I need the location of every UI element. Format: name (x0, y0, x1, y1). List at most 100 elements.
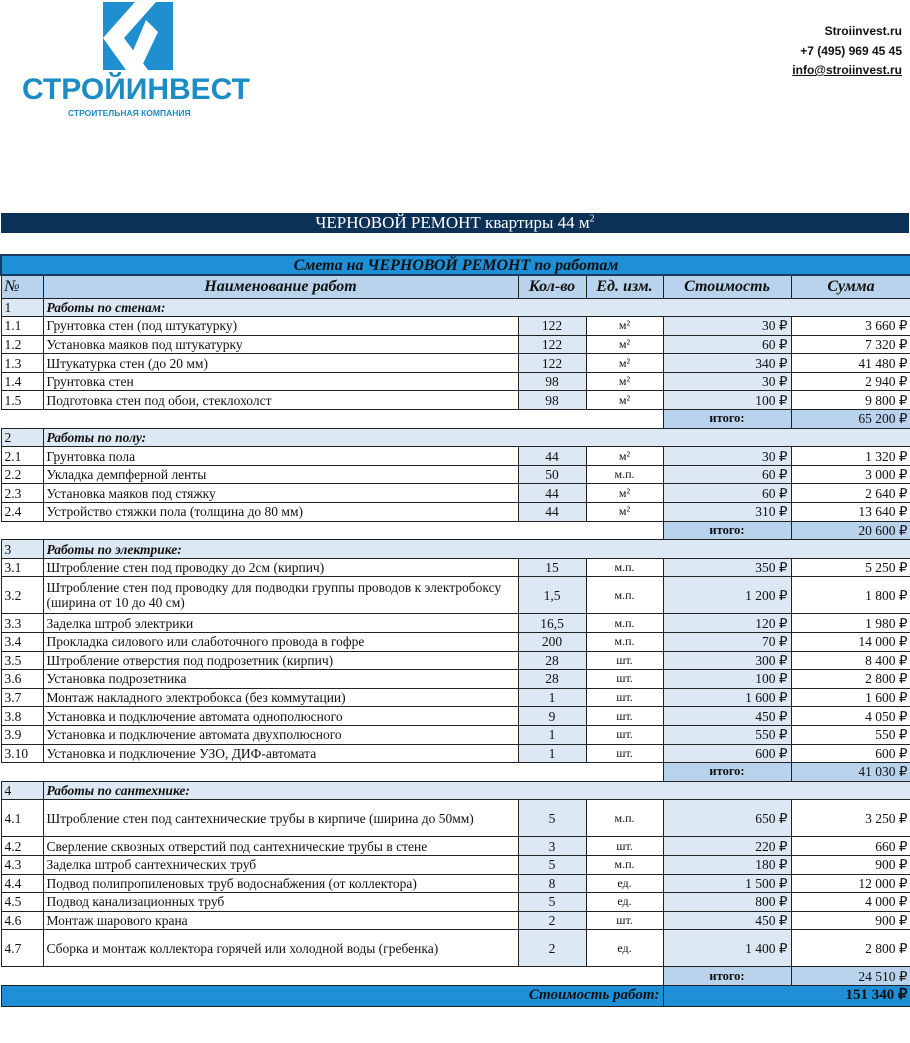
row-number: 3.2 (0, 576, 44, 615)
row-price: 70 ₽ (662, 632, 792, 652)
row-number: 3.10 (0, 743, 44, 764)
row-price: 60 ₽ (662, 334, 792, 355)
row-unit: шт. (585, 836, 664, 856)
row-name: Грунтовка стен (42, 371, 519, 392)
row-unit: м.п. (585, 799, 664, 838)
row-number: 1.5 (0, 390, 44, 411)
row-name: Грунтовка стен (под штукатурку) (42, 316, 519, 336)
table-row: 1.3 Штукатурка стен (до 20 мм) 122 м² 340 ₽4… (0, 353, 910, 373)
contact-site[interactable]: Stroiinvest.ru (824, 24, 902, 38)
row-quantity: 16,5 (517, 613, 587, 633)
row-quantity: 1,5 (517, 576, 587, 615)
row-number: 2.2 (0, 464, 44, 485)
row-sum: 3 660 ₽ (790, 316, 910, 336)
contacts: Stroiinvest.ru +7 (495) 969 45 45 info@s… (792, 22, 902, 81)
row-name: Штробление стен под сантехнические трубы… (42, 799, 519, 838)
row-quantity: 28 (517, 650, 587, 671)
row-sum: 1 980 ₽ (790, 613, 910, 633)
row-sum: 9 800 ₽ (790, 390, 910, 411)
table-row: 3.2 Штробление стен под проводку для подв… (0, 576, 910, 615)
section-row: 3 Работы по электрике: (0, 539, 910, 559)
row-unit: шт. (585, 743, 664, 764)
row-quantity: 98 (517, 390, 587, 411)
row-number: 1.2 (0, 334, 44, 355)
row-number: 3.6 (0, 669, 44, 689)
row-name: Заделка штроб сантехнических труб (42, 854, 519, 875)
row-unit: м² (585, 316, 664, 336)
row-quantity: 44 (517, 483, 587, 504)
row-quantity: 5 (517, 892, 587, 912)
subtotal-label: итого: (662, 409, 792, 429)
row-number: 3.7 (0, 687, 44, 708)
table-row: 1.5 Подготовка стен под обои, стеклохолст… (0, 390, 910, 411)
subtotal-row: итого: 20 600 ₽ (1, 520, 910, 541)
row-name: Подготовка стен под обои, стеклохолст (42, 390, 519, 411)
table-row: 2.1 Грунтовка пола 44 м² 30 ₽1 320 ₽ (0, 446, 910, 466)
row-quantity: 8 (517, 873, 587, 894)
title-sup: 2 (589, 213, 595, 225)
row-sum: 1 800 ₽ (790, 576, 910, 615)
section-number: 2 (0, 427, 44, 448)
row-number: 3.4 (0, 632, 44, 652)
row-price: 220 ₽ (662, 836, 792, 856)
col-header-qty: Кол-во (517, 274, 587, 299)
row-name: Монтаж накладного электробокса (без комм… (42, 687, 519, 708)
table-row: 4.4 Подвод полипропиленовых труб водоснаб… (0, 873, 910, 894)
contact-email[interactable]: info@stroiinvest.ru (792, 63, 902, 77)
row-name: Установка маяков под стяжку (42, 483, 519, 504)
subtotal-value: 41 030 ₽ (790, 762, 910, 782)
row-number: 3.8 (0, 706, 44, 726)
row-number: 2.1 (0, 446, 44, 466)
row-name: Установка маяков под штукатурку (42, 334, 519, 355)
table-row: 3.6 Установка подрозетника 28 шт. 100 ₽2 800… (0, 669, 910, 689)
table-row: 2.2 Укладка демпферной ленты 50 м.п. 60 ₽3 0… (0, 464, 910, 485)
row-price: 600 ₽ (662, 743, 792, 764)
subtotal-row: итого: 41 030 ₽ (1, 762, 910, 782)
row-unit: м.п. (585, 464, 664, 485)
logo-mark-icon (103, 2, 173, 70)
row-number: 2.4 (0, 502, 44, 522)
row-sum: 5 250 ₽ (790, 557, 910, 578)
row-sum: 4 000 ₽ (790, 892, 910, 912)
logo-tagline: СТРОИТЕЛЬНАЯ КОМПАНИЯ (68, 108, 191, 118)
row-quantity: 1 (517, 724, 587, 745)
estimate-table: Смета на ЧЕРНОВОЙ РЕМОНТ по работам № На… (0, 254, 910, 1007)
row-unit: м.п. (585, 632, 664, 652)
row-price: 100 ₽ (662, 669, 792, 689)
row-name: Укладка демпферной ленты (42, 464, 519, 485)
col-header-sum: Сумма (790, 274, 910, 299)
row-unit: ед. (585, 929, 664, 968)
section-title: Работы по полу: (42, 427, 910, 448)
table-row: 3.7 Монтаж накладного электробокса (без к… (0, 687, 910, 708)
row-sum: 900 ₽ (790, 910, 910, 931)
row-sum: 7 320 ₽ (790, 334, 910, 355)
row-price: 1 600 ₽ (662, 687, 792, 708)
row-quantity: 2 (517, 929, 587, 968)
table-row: 3.5 Штробление отверстия под подрозетник … (0, 650, 910, 671)
subtotal-value: 20 600 ₽ (790, 520, 910, 541)
row-unit: м² (585, 483, 664, 504)
row-number: 3.1 (0, 557, 44, 578)
row-name: Установка и подключение автомата двухпол… (42, 724, 519, 745)
row-name: Штробление стен под проводку до 2см (кир… (42, 557, 519, 578)
row-quantity: 44 (517, 502, 587, 522)
row-name: Подвод канализационных труб (42, 892, 519, 912)
table-row: 4.1 Штробление стен под сантехнические тр… (0, 799, 910, 838)
section-title: Работы по электрике: (42, 539, 910, 559)
row-number: 2.3 (0, 483, 44, 504)
table-row: 1.4 Грунтовка стен 98 м² 30 ₽2 940 ₽ (0, 371, 910, 392)
row-quantity: 3 (517, 836, 587, 856)
row-unit: м² (585, 353, 664, 373)
row-number: 4.7 (0, 929, 44, 968)
row-quantity: 5 (517, 799, 587, 838)
row-unit: ед. (585, 873, 664, 894)
row-number: 1.1 (0, 316, 44, 336)
row-sum: 41 480 ₽ (790, 353, 910, 373)
row-unit: шт. (585, 706, 664, 726)
row-price: 450 ₽ (662, 706, 792, 726)
row-price: 30 ₽ (662, 371, 792, 392)
row-price: 120 ₽ (662, 613, 792, 633)
grand-total-row: Стоимость работ: 151 340 ₽ (0, 984, 910, 1007)
row-price: 1 500 ₽ (662, 873, 792, 894)
row-sum: 3 000 ₽ (790, 464, 910, 485)
